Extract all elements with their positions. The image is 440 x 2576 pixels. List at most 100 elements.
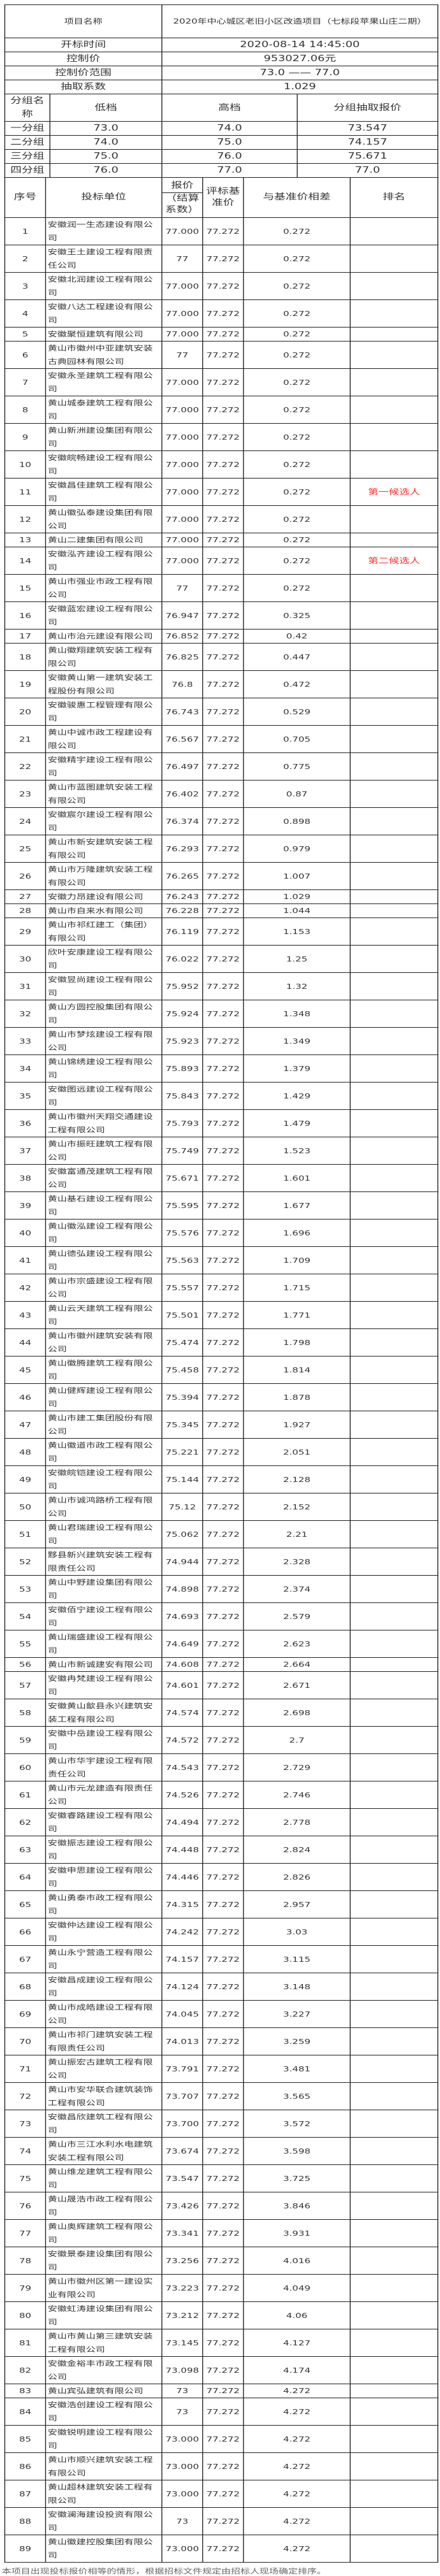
base-price: 77.272 — [202, 1657, 244, 1672]
base-price: 77.272 — [202, 245, 244, 273]
bidder-name: 安徽澜海建设投资有限公司 — [45, 2507, 163, 2535]
bidder-name: 黄山新洲建设集团有限公司 — [45, 423, 163, 451]
bidder-name: 黄山市振旺建筑工程有限公司 — [45, 1137, 163, 1165]
row-no: 35 — [4, 1082, 47, 1110]
bid-price: 73.707 — [161, 2082, 203, 2110]
base-price: 77.272 — [202, 396, 244, 424]
bidder-name: 安徽润一生态建设有限公司 — [45, 217, 163, 245]
rank — [349, 1575, 439, 1603]
row-no: 7 — [4, 368, 47, 396]
bidder-name: 黄山市成皓建设工程有限公司 — [45, 2000, 163, 2028]
row-no: 71 — [4, 2055, 47, 2083]
price-diff: 1.479 — [243, 1109, 351, 1137]
table-row: 6 黄山市徽州中亚建筑安装古典园林有限公司 77 77.272 0.272 — [4, 341, 439, 369]
bid-price: 73.000 — [161, 2425, 203, 2453]
bidder-name: 安徽昌佳建筑工程有限公司 — [45, 478, 163, 506]
base-price: 77.272 — [202, 478, 244, 506]
base-price: 77.272 — [202, 2507, 244, 2535]
rank — [349, 1246, 439, 1274]
base-price: 77.272 — [202, 2329, 244, 2357]
bidder-name: 黄山超林建筑安装工程有限公司 — [45, 2480, 163, 2508]
header-no: 序号 — [4, 177, 47, 218]
table-row: 33 黄山市梦炫建设工程有限公司 75.923 77.272 1.349 — [4, 1027, 439, 1055]
bid-price: 73.426 — [161, 2192, 203, 2220]
rank — [349, 1753, 439, 1781]
bidder-name: 黄山市宗盛建设工程有限公司 — [45, 1274, 163, 1302]
price-diff: 3.481 — [243, 2055, 351, 2083]
project-name-row: 项目名称 2020年中心城区老旧小区改造项目（七标段苹果山庄二期） — [4, 4, 439, 38]
base-price: 77.272 — [202, 1027, 244, 1055]
table-row: 34 黄山锦绣建设工程有限公司 75.893 77.272 1.379 — [4, 1054, 439, 1083]
base-price: 77.272 — [202, 1493, 244, 1521]
base-price: 77.272 — [202, 1863, 244, 1891]
base-price: 77.272 — [202, 1219, 244, 1247]
price-diff: 0.529 — [243, 698, 351, 726]
table-row: 49 安徽皖铠建设工程有限公司 75.144 77.272 2.128 — [4, 1465, 439, 1493]
bid-price: 75.221 — [161, 1438, 203, 1466]
rank — [349, 2535, 439, 2563]
bidder-name: 黄山勇泰市政工程有限公司 — [45, 1890, 163, 1918]
base-price: 77.272 — [202, 1274, 244, 1302]
bid-price: 77.000 — [161, 547, 203, 575]
base-price: 77.272 — [202, 2027, 244, 2055]
price-diff: 0.272 — [243, 299, 351, 327]
table-row: 69 黄山市成皓建设工程有限公司 74.045 77.272 3.227 — [4, 2000, 439, 2028]
bidder-name: 安徽黄山歙县永兴建筑安装工程有限公司 — [45, 1699, 163, 1727]
price-diff: 2.374 — [243, 1575, 351, 1603]
row-no: 17 — [4, 629, 47, 644]
base-price: 77.272 — [202, 2082, 244, 2110]
table-row: 1 安徽润一生态建设有限公司 77.000 77.272 0.272 — [4, 217, 439, 245]
bid-table: 序号 投标单位 报价 （结算系数） 评标基准价 与基准价相差 排名 1 安徽润一生态… — [4, 177, 439, 2563]
header-price-note: （结算系数） — [165, 194, 200, 215]
table-row: 22 安徽精宇建设工程有限公司 76.497 77.272 0.775 — [4, 752, 439, 781]
rank — [349, 1082, 439, 1110]
bid-price: 76.119 — [161, 917, 203, 946]
price-diff: 2.328 — [243, 1548, 351, 1576]
price-diff: 1.771 — [243, 1301, 351, 1329]
base-price: 77.272 — [202, 423, 244, 451]
rank — [349, 2274, 439, 2302]
base-price: 77.272 — [202, 2480, 244, 2508]
bidder-name: 黄山市徽州天翔交通建设工程有限公司 — [45, 1109, 163, 1137]
bidder-name: 安徽皖畅建设工程有限公司 — [45, 450, 163, 479]
bidder-name: 黄山云天建筑工程有限公司 — [45, 1301, 163, 1329]
row-no: 62 — [4, 1808, 47, 1836]
price-diff: 3.931 — [243, 2219, 351, 2247]
table-row: 42 黄山市宗盛建设工程有限公司 75.557 77.272 1.715 — [4, 1274, 439, 1302]
row-no: 13 — [4, 533, 47, 547]
price-diff: 0.272 — [243, 450, 351, 479]
bidder-name: 黄山中诚市政工程建设有限公司 — [45, 725, 163, 753]
price-diff: 2.579 — [243, 1602, 351, 1630]
price-diff: 3.846 — [243, 2192, 351, 2220]
price-diff: 1.029 — [243, 889, 351, 904]
price-diff: 2.21 — [243, 1520, 351, 1548]
bidder-name: 黄山市华宇建设工程有限责任公司 — [45, 1753, 163, 1781]
group-row: 一分组 73.0 74.0 73.547 — [4, 121, 439, 136]
rank — [349, 2192, 439, 2220]
bid-price: 77 — [161, 341, 203, 369]
bid-price: 73.212 — [161, 2301, 203, 2329]
bidder-name: 黄山市元龙建造有限责任公司 — [45, 1781, 163, 1809]
base-price: 77.272 — [202, 505, 244, 533]
base-price: 77.272 — [202, 780, 244, 808]
table-row: 52 黟县新兴建筑安装工程有限责任公司 74.944 77.272 2.328 — [4, 1548, 439, 1576]
bidder-name: 安徽昌欣建筑工程有限公司 — [45, 2110, 163, 2138]
rank — [349, 1808, 439, 1836]
base-price: 77.272 — [202, 1000, 244, 1028]
table-row: 13 黄山二建集团有限公司 77.000 77.272 0.272 — [4, 533, 439, 547]
table-row: 38 安徽富通茂建筑工程有限公司 75.671 77.272 1.601 — [4, 1164, 439, 1192]
row-no: 54 — [4, 1602, 47, 1630]
table-row: 72 黄山市安华联合建筑装饰工程有限公司 73.707 77.272 3.565 — [4, 2082, 439, 2110]
rank — [349, 2082, 439, 2110]
bid-price: 76.825 — [161, 643, 203, 671]
table-row: 80 安徽虹涛建设集团有限公司 73.212 77.272 4.06 — [4, 2301, 439, 2329]
bid-price: 76.947 — [161, 601, 203, 630]
project-name-label: 项目名称 — [4, 4, 163, 38]
bidder-name: 黄山市强业市政工程有限公司 — [45, 574, 163, 602]
bidder-name: 黄山方圆控股集团有限公司 — [45, 1000, 163, 1028]
rank — [349, 1671, 439, 1699]
row-no: 39 — [4, 1191, 47, 1220]
bid-price: 73 — [161, 2507, 203, 2535]
table-row: 82 安徽金裕丰市政工程有限公司 73.098 77.272 4.174 — [4, 2356, 439, 2384]
group-name: 四分组 — [4, 163, 50, 178]
